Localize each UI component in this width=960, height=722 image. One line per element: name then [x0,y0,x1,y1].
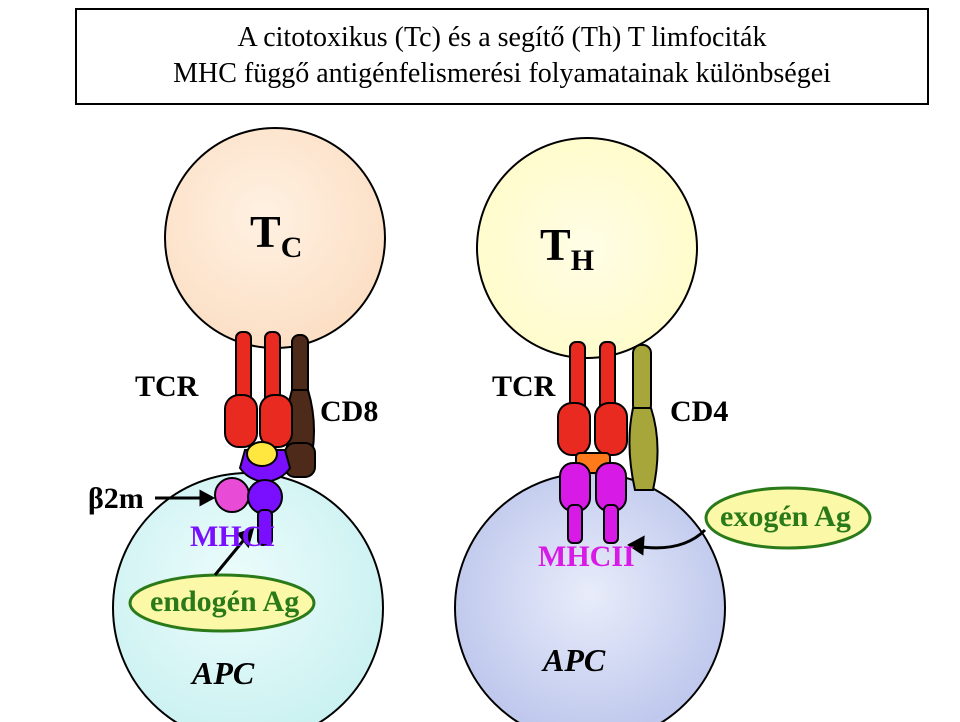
apc1-label: APC [192,655,254,692]
exo-label: exogén Ag [720,500,851,534]
apc2-cell [455,473,725,722]
tc-label: TC [250,205,302,265]
th-label: TH [540,218,594,278]
tcr2-label: TCR [492,370,555,404]
b2m-label: β2m [88,482,144,516]
cd8-label: CD8 [320,395,378,429]
cd4-label: CD4 [670,395,728,429]
mhc1-label: MHCI [190,520,275,554]
b2m-domain [215,478,249,512]
tcr-th [558,342,627,455]
tcr-tc [225,332,292,447]
peptide-mhc1 [247,442,277,466]
mhc2-label: MHCII [538,540,635,574]
endo-label: endogén Ag [150,585,299,619]
tcr1-label: TCR [135,370,198,404]
cell-diagram [0,0,960,722]
apc2-label: APC [543,642,605,679]
cd4-molecule [629,345,657,490]
